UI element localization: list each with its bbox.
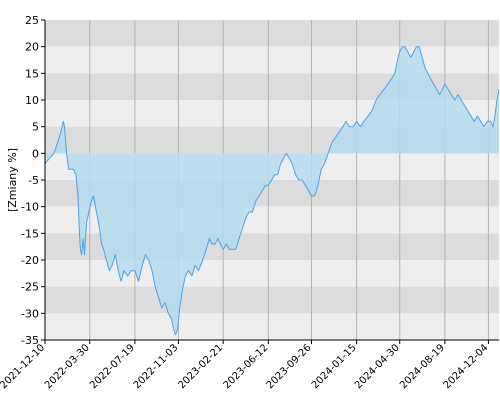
grid-band [45, 286, 499, 314]
y-tick-label: -20 [21, 254, 39, 267]
x-tick-label: 2023-06-12 [222, 342, 271, 391]
x-tick-label: 2024-04-30 [353, 342, 402, 391]
grid-band [45, 20, 499, 47]
y-tick-label: -15 [21, 227, 39, 240]
y-tick-label: -10 [21, 201, 39, 214]
y-tick-label: -35 [21, 334, 39, 347]
y-tick-label: -25 [21, 281, 39, 294]
x-tick-label: 2021-12-10 [0, 342, 47, 391]
y-tick-label: 25 [25, 14, 39, 27]
data-area [44, 46, 500, 336]
y-axis-label: [Zmiany %] [6, 148, 19, 212]
x-tick-label: 2023-09-26 [265, 342, 314, 391]
y-tick-label: -5 [28, 174, 39, 187]
x-tick-label: 2024-12-04 [442, 342, 491, 391]
x-tick-label: 2023-02-21 [176, 342, 225, 391]
y-tick-label: 0 [32, 147, 39, 160]
x-tick-label: 2024-01-15 [310, 342, 359, 391]
x-tick-label: 2022-03-30 [43, 342, 92, 391]
grid-band [45, 313, 499, 340]
series-area-fill [45, 46, 499, 335]
y-tick-label: 20 [25, 41, 39, 54]
grid-band [45, 46, 499, 74]
y-tick-label: 15 [25, 67, 39, 80]
x-tick-label: 2024-08-19 [398, 342, 447, 391]
y-tick-label: 5 [32, 121, 39, 134]
y-tick-label: 10 [25, 94, 39, 107]
x-tick-label: 2022-11-03 [132, 342, 181, 391]
grid-band [45, 260, 499, 287]
y-tick-label: -30 [21, 307, 39, 320]
y-tick-labels: 25 20 15 10 5 0 -5 -10 -15 -20 -25 -30 -35 [21, 14, 45, 347]
x-tick-labels: 2021-12-102022-03-302022-07-192022-11-03… [0, 340, 491, 391]
x-tick-label: 2022-07-19 [88, 342, 137, 391]
series-line [44, 46, 500, 336]
